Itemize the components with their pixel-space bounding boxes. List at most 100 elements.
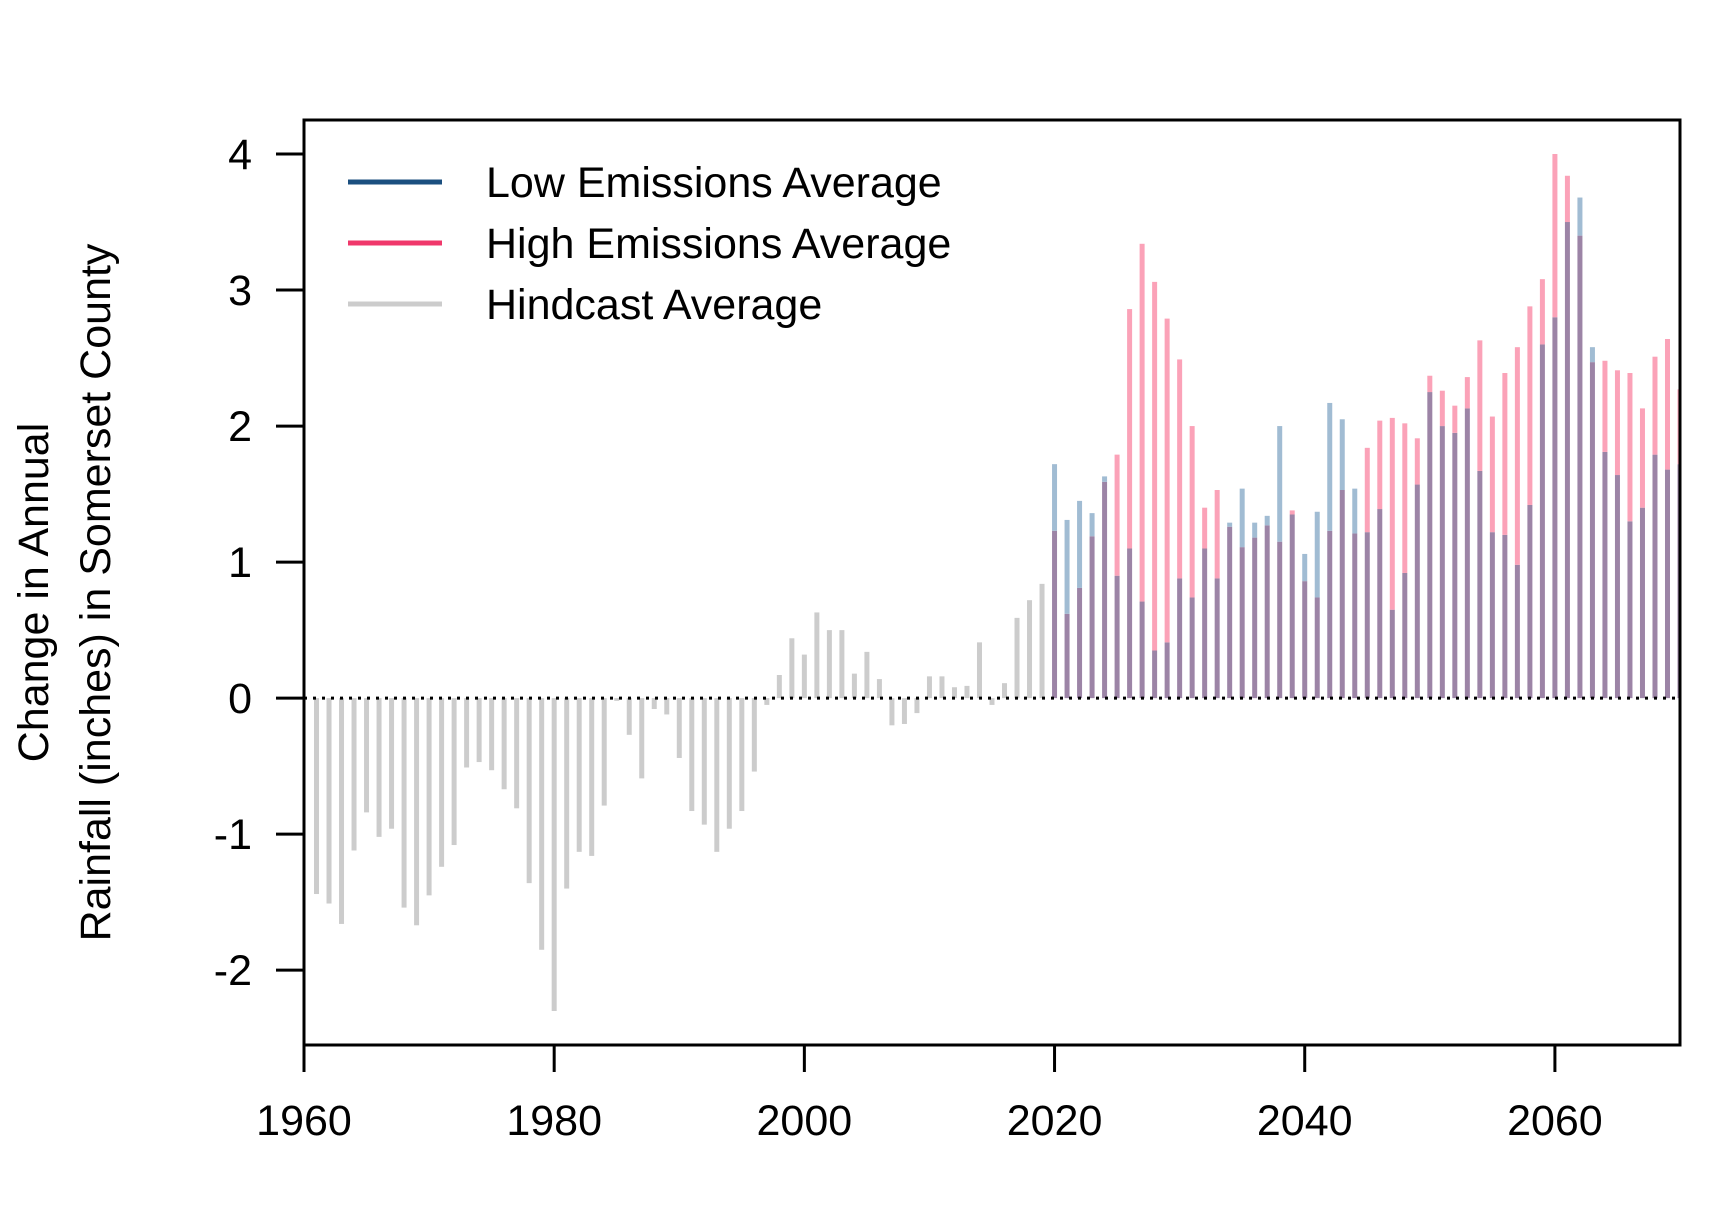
hindcast-bar [789, 638, 795, 699]
projection-overlap-bar [1602, 451, 1608, 699]
projection-overlap-bar [1477, 470, 1483, 699]
high-emissions-bar [1477, 340, 1483, 471]
projection-overlap-bar [1464, 408, 1470, 699]
hindcast-bar [551, 698, 557, 1011]
low-emissions-bar [1252, 522, 1258, 538]
high-emissions-bar [1177, 359, 1183, 579]
hindcast-bar [901, 698, 907, 724]
high-emissions-bar [1639, 408, 1645, 508]
low-emissions-bar [1227, 522, 1233, 527]
hindcast-bar [426, 698, 432, 896]
hindcast-bar [701, 698, 707, 825]
projection-overlap-bar [1302, 581, 1308, 699]
hindcast-bar [939, 676, 945, 699]
hindcast-bar [1027, 600, 1033, 699]
hindcast-bar [526, 698, 532, 884]
hindcast-bar [1014, 617, 1020, 699]
projection-overlap-bar [1189, 597, 1195, 699]
high-emissions-bar [1202, 507, 1208, 549]
high-emissions-bar [1514, 347, 1520, 565]
projection-overlap-bar [1514, 564, 1520, 699]
high-emissions-bar [1602, 360, 1608, 452]
high-emissions-bar [1439, 390, 1445, 427]
projection-overlap-bar [1439, 426, 1445, 699]
high-emissions-bar [1614, 370, 1620, 476]
hindcast-bar [976, 642, 982, 699]
projection-overlap-bar [1577, 235, 1583, 699]
hindcast-bar [439, 698, 445, 867]
y-axis-label-line-2: Rainfall (inches) in Somerset County [72, 243, 120, 941]
high-emissions-bar [1464, 377, 1470, 409]
hindcast-bar [376, 698, 382, 837]
high-emissions-bar [1564, 175, 1570, 223]
hindcast-bar [414, 698, 420, 926]
hindcast-bar [464, 698, 470, 768]
low-emissions-bar [1264, 515, 1270, 526]
hindcast-bar [914, 698, 920, 714]
hindcast-bar [689, 698, 695, 812]
hindcast-bar [501, 698, 507, 790]
legend: Low Emissions Average High Emissions Ave… [348, 159, 951, 329]
high-emissions-bar [1289, 510, 1295, 515]
hindcast-bar [614, 698, 620, 701]
hindcast-bar [476, 698, 482, 763]
hindcast-bar [576, 698, 582, 852]
legend-label-high: High Emissions Average [486, 220, 951, 268]
hindcast-bar [951, 687, 957, 699]
hindcast-bar [1039, 583, 1045, 699]
x-tick-label: 1960 [256, 1097, 352, 1145]
projection-overlap-bar [1164, 642, 1170, 699]
high-emissions-bar [1539, 279, 1545, 345]
hindcast-bar [539, 698, 545, 950]
hindcast-bar [451, 698, 457, 846]
low-emissions-bar [1339, 419, 1345, 490]
x-tick-label: 1980 [506, 1097, 602, 1145]
hindcast-bar [801, 654, 807, 699]
projection-overlap-bar [1077, 587, 1083, 699]
hindcast-bar [601, 698, 607, 806]
y-tick-label: 3 [228, 267, 252, 315]
projection-overlap-bar [1277, 541, 1283, 699]
high-emissions-bar [1552, 154, 1558, 318]
projection-overlap-bar [1089, 536, 1095, 699]
hindcast-bar [664, 698, 670, 715]
high-emissions-bar [1127, 309, 1133, 549]
x-tick-label: 2020 [1007, 1097, 1103, 1145]
projection-overlap-bar [1377, 509, 1383, 699]
low-emissions-bar [1352, 488, 1358, 534]
y-tick-label: 1 [228, 539, 252, 587]
hindcast-bar [889, 698, 895, 726]
projection-overlap-bar [1414, 484, 1420, 699]
projection-overlap-bar [1139, 601, 1145, 699]
hindcast-bar [714, 698, 720, 852]
projection-overlap-bar [1402, 572, 1408, 699]
y-axis: -2 -1 0 1 2 3 4 [214, 131, 304, 995]
projection-overlap-bar [1202, 548, 1208, 699]
projection-overlap-bar [1664, 469, 1670, 699]
low-emissions-bar [1302, 553, 1308, 582]
low-emissions-bar [1102, 476, 1108, 482]
hindcast-bar [626, 698, 632, 735]
x-tick-label: 2040 [1257, 1097, 1353, 1145]
high-emissions-bar [1152, 281, 1158, 651]
projection-overlap-bar [1489, 532, 1495, 699]
hindcast-bar [926, 676, 932, 699]
x-tick-label: 2000 [757, 1097, 853, 1145]
hindcast-bar [314, 698, 320, 895]
projection-overlap-bar [1527, 504, 1533, 699]
projection-overlap-bar [1102, 481, 1108, 699]
projection-overlap-bar [1427, 392, 1433, 699]
high-emissions-bar [1452, 405, 1458, 433]
high-emissions-bar [1489, 416, 1495, 533]
high-emissions-bar [1414, 438, 1420, 485]
hindcast-bar [764, 698, 770, 705]
high-emissions-bar [1627, 373, 1633, 522]
low-emissions-bar [1277, 426, 1283, 542]
projection-overlap-bar [1364, 532, 1370, 699]
y-tick-label: 2 [228, 403, 252, 451]
hindcast-bar [876, 679, 882, 699]
hindcast-bar [651, 698, 657, 710]
high-emissions-bar [1502, 373, 1508, 535]
low-emissions-bar [1052, 464, 1058, 531]
hindcast-bar [514, 698, 520, 809]
